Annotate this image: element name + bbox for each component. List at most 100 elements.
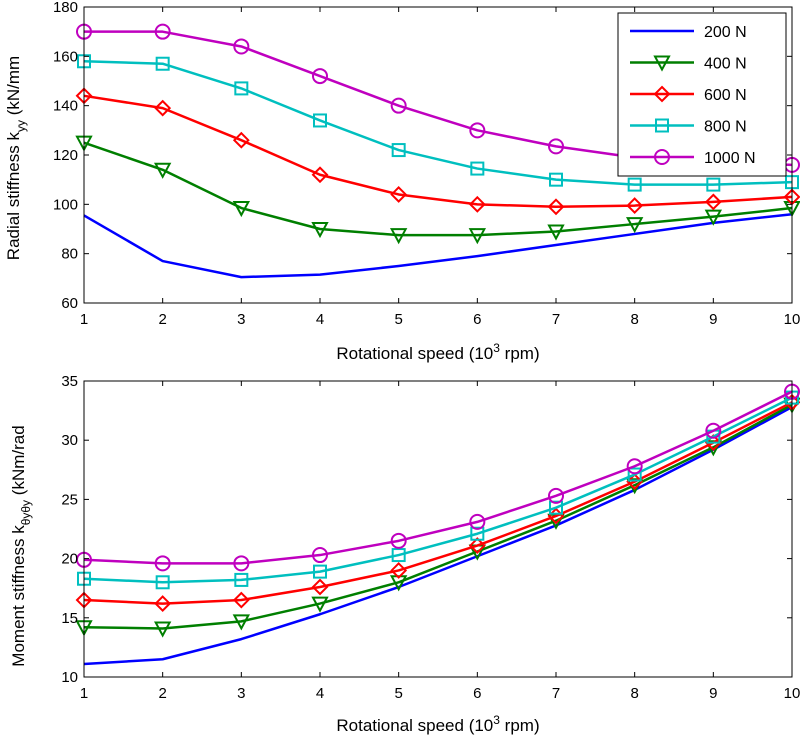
series-1000-n-point: [312, 68, 328, 85]
legend-label: 800 N: [704, 119, 747, 136]
series-800-n-point: [627, 177, 642, 192]
series-400-n-point: [389, 228, 408, 245]
y-tick-label: 10: [61, 669, 78, 686]
x-tick-label: 7: [552, 311, 560, 328]
plot-frame: [83, 380, 793, 678]
legend-item-1000-n: 1000 N: [630, 149, 756, 167]
series-layer: [75, 23, 800, 279]
series-400-n: [75, 135, 800, 245]
legend-item-400-n: 400 N: [630, 55, 747, 73]
series-600-n-point: [154, 595, 172, 613]
series-800-n-point: [234, 572, 249, 587]
x-tick-label: 1: [80, 311, 88, 328]
series-600-n-point: [626, 197, 644, 214]
tick-layer: 1 2 3 4 5 6 7 8 9 10 60 80 100 120 140 160 180: [53, 0, 800, 328]
x-tick-label: 4: [316, 311, 324, 328]
series-1000-n-point: [312, 547, 328, 564]
series-600-n-point: [704, 193, 722, 211]
x-tick-label: 1: [80, 685, 88, 702]
series-600-n-point: [626, 473, 644, 491]
series-800-n-point: [470, 526, 485, 541]
x-tick-label: 9: [709, 311, 717, 328]
series-800-n-point: [706, 177, 721, 192]
legend: 200 N 400 N 600 N 800 N 1000 N: [617, 12, 787, 177]
legend-item-800-n: 800 N: [630, 118, 747, 136]
series-600-n-point: [468, 537, 486, 554]
series-600-n-point: [311, 166, 329, 184]
radial-stiffness-chart: 1 2 3 4 5 6 7 8 9 10 60 80 100 120 140 160 180 Rotationa…: [4, 0, 800, 363]
series-800-n-point: [313, 564, 327, 579]
legend-label: 200 N: [704, 24, 747, 41]
series-600-n-point: [232, 591, 250, 609]
series-1000-n: [76, 383, 800, 572]
series-1000-n-point: [390, 97, 407, 114]
x-tick-label: 10: [784, 685, 800, 702]
x-tick-label: 3: [237, 685, 245, 702]
series-1000-n-point: [233, 38, 250, 55]
y-tick-label: 60: [61, 295, 78, 312]
series-400-n-point: [232, 614, 251, 631]
series-600-n-point: [154, 99, 172, 117]
y-tick-label: 100: [53, 196, 78, 213]
series-1000-n-point: [154, 23, 171, 40]
y-tick-label: 20: [61, 551, 78, 568]
series-800-n: [77, 390, 799, 590]
series-800-n-point: [391, 548, 406, 563]
series-1000-n-point: [705, 422, 722, 439]
legend-item-200-n: 200 N: [630, 24, 747, 41]
legend-items: 200 N 400 N 600 N 800 N 1000 N: [630, 24, 756, 167]
series-800-n-point: [549, 500, 563, 515]
series-400-n-point: [311, 596, 329, 613]
x-tick-label: 3: [237, 311, 245, 328]
series-400-n-line: [83, 403, 793, 630]
series-600-n-line: [83, 401, 793, 605]
series-600-n-line: [83, 94, 793, 209]
moment-stiffness-chart: 1 2 3 4 5 6 7 8 9 10 10 15 20 25 30 35 Rotational speed…: [9, 373, 800, 735]
series-800-n-line: [83, 396, 793, 584]
y-tick-label: 30: [61, 432, 78, 449]
legend-label: 400 N: [704, 56, 747, 73]
series-1000-n-point: [548, 487, 564, 504]
series-800-n: [77, 54, 799, 192]
y-tick-label: 140: [53, 98, 78, 115]
series-800-n-point: [155, 575, 170, 590]
x-axis-label: Rotational speed (103 rpm): [336, 713, 539, 735]
series-800-n-point: [391, 143, 406, 158]
legend-swatch-marker: [654, 149, 670, 165]
plot-area: [84, 381, 792, 677]
series-600-n-point: [390, 186, 408, 203]
series-800-n-line: [83, 60, 793, 186]
y-tick-label: 160: [53, 48, 78, 65]
legend-item-600-n: 600 N: [630, 85, 747, 104]
y-tick-label: 25: [61, 491, 78, 508]
y-tick-label: 35: [61, 373, 78, 390]
series-800-n-point: [313, 113, 327, 128]
series-200-n: [83, 405, 793, 666]
series-400-n-point: [468, 228, 487, 245]
series-1000-n-point: [469, 513, 486, 530]
series-1000-n-point: [548, 138, 564, 155]
series-1000-n-point: [154, 555, 171, 572]
x-tick-label: 8: [630, 311, 638, 328]
series-800-n-point: [234, 81, 249, 96]
series-600-n-point: [311, 578, 329, 596]
y-axis-label: Moment stiffness kθyθy (kNm/rad: [9, 425, 33, 666]
y-axis-label: Radial stiffness kyy (kN/mm: [4, 56, 28, 260]
legend-swatch-marker: [653, 55, 671, 72]
series-400-n-point: [311, 222, 329, 239]
series-1000-n-point: [390, 532, 407, 549]
series-200-n-line: [83, 212, 793, 279]
series-600-n: [75, 87, 800, 216]
y-tick-label: 120: [53, 147, 78, 164]
series-1000-n-point: [233, 555, 250, 572]
x-tick-label: 2: [158, 311, 166, 328]
x-axis-label: Rotational speed (103 rpm): [336, 341, 539, 363]
series-layer: [75, 383, 800, 666]
series-600-n-point: [390, 562, 408, 579]
series-800-n-point: [470, 161, 485, 176]
series-800-n-point: [155, 56, 170, 71]
series-400-n-point: [232, 201, 251, 218]
legend-label: 600 N: [704, 87, 747, 104]
series-400-n-point: [704, 209, 723, 226]
